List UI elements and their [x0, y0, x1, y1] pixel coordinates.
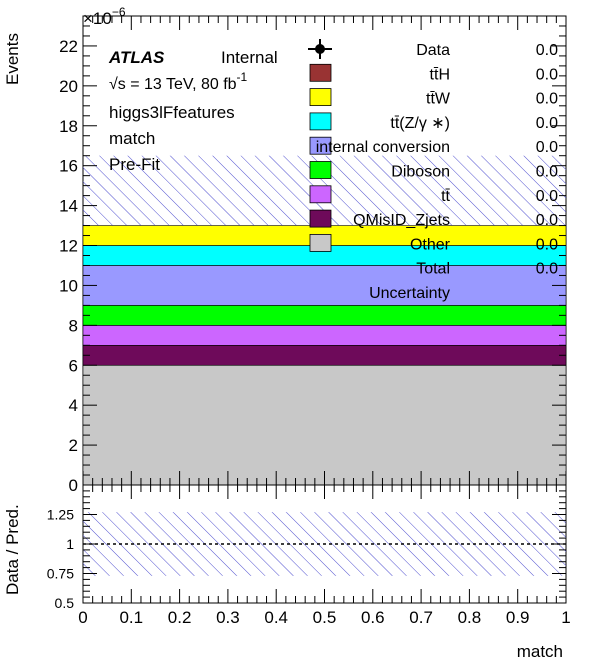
legend-label-other: Other — [410, 236, 451, 253]
region-label: higgs3lFfeatures — [109, 103, 235, 122]
legend-value-tt: 0.0 — [536, 188, 558, 205]
x-tick-label: 0.7 — [409, 608, 433, 627]
legend-label-total: Total — [416, 261, 450, 278]
ratio-y-axis-title: Data / Pred. — [3, 504, 22, 595]
stack-bar-internal-conversion — [83, 265, 566, 305]
x-tick-label: 0 — [78, 608, 87, 627]
y-axis-title: Events — [3, 33, 22, 85]
atlas-label: ATLAS — [108, 48, 165, 67]
legend-label-tth: tt̄H — [430, 66, 450, 83]
y-tick-label: 10 — [59, 276, 78, 295]
legend-value-ttw: 0.0 — [536, 91, 558, 108]
legend-label-diboson: Diboson — [391, 164, 450, 181]
x-tick-label: 0.8 — [458, 608, 482, 627]
legend-label-data: Data — [416, 42, 450, 59]
legend-label-tt: tt̄ — [441, 188, 450, 205]
energy-lumi-label: √s = 13 TeV, 80 fb-1 — [109, 70, 248, 93]
y-tick-label: 22 — [59, 37, 78, 56]
y-tick-label: 4 — [69, 396, 78, 415]
ratio-y-tick-label: 1 — [66, 536, 74, 552]
y-tick-label: 16 — [59, 157, 78, 176]
stack-bar-other — [83, 365, 566, 485]
legend-label-uncertainty: Uncertainty — [369, 285, 450, 302]
y-tick-label: 18 — [59, 117, 78, 136]
internal-label: Internal — [221, 48, 278, 67]
x-tick-label: 0.6 — [361, 608, 385, 627]
legend-swatch-diboson — [310, 162, 331, 179]
stack-bar-diboson — [83, 305, 566, 325]
x-tick-label: 0.9 — [506, 608, 530, 627]
legend-label-ttw: tt̄W — [426, 91, 451, 108]
legend-swatch-ttw — [310, 89, 331, 106]
y-tick-label: 8 — [69, 316, 78, 335]
y-tick-label: 12 — [59, 237, 78, 256]
legend-label-qmisid-zjets: QMisID_Zjets — [353, 212, 450, 229]
legend-data-marker — [315, 44, 325, 54]
legend-swatch-ttz — [310, 113, 331, 130]
x-tick-label: 0.2 — [168, 608, 192, 627]
legend-value-diboson: 0.0 — [536, 164, 558, 181]
y-tick-label: 2 — [69, 436, 78, 455]
legend-value-data: 0.0 — [536, 42, 558, 59]
ratio-y-tick-label: 0.5 — [55, 595, 75, 611]
y-tick-label: 6 — [69, 356, 78, 375]
x-axis-title: match — [517, 642, 563, 661]
y-tick-label: 14 — [59, 197, 78, 216]
legend-swatch-other — [310, 234, 331, 251]
legend-value-internal-conversion: 0.0 — [536, 139, 558, 156]
legend-swatch-tth — [310, 64, 331, 81]
x-tick-label: 0.1 — [119, 608, 143, 627]
variable-label: match — [109, 129, 155, 148]
legend-label-internal-conversion: internal conversion — [316, 139, 450, 156]
stack-bar-tt — [83, 325, 566, 345]
legend-swatch-qmisid-zjets — [310, 210, 331, 227]
x-tick-label: 0.4 — [264, 608, 288, 627]
y-tick-label: 0 — [69, 476, 78, 495]
fit-label: Pre-Fit — [109, 155, 160, 174]
x-tick-label: 1 — [561, 608, 570, 627]
ratio-y-tick-label: 1.25 — [47, 507, 74, 523]
x-tick-label: 0.3 — [216, 608, 240, 627]
legend-swatch-tt — [310, 186, 331, 203]
legend-value-total: 0.0 — [536, 261, 558, 278]
legend-value-other: 0.0 — [536, 236, 558, 253]
y-exponent-label: ×10−6 — [83, 5, 126, 28]
y-tick-label: 20 — [59, 77, 78, 96]
legend-value-ttz: 0.0 — [536, 115, 558, 132]
ratio-y-tick-label: 0.75 — [47, 566, 74, 582]
legend-value-qmisid-zjets: 0.0 — [536, 212, 558, 229]
ratio-plot-panel: 0.5 0.75 1 1.25 0 0.1 0.2 0.3 0.4 0.5 0.6 0.7 0.8 0.… — [47, 485, 571, 627]
legend-value-tth: 0.0 — [536, 66, 558, 83]
x-tick-label: 0.5 — [313, 608, 337, 627]
legend-label-ttz: tt̄(Z/γ ∗) — [390, 115, 450, 132]
stack-bar-qmisid-zjets — [83, 345, 566, 365]
